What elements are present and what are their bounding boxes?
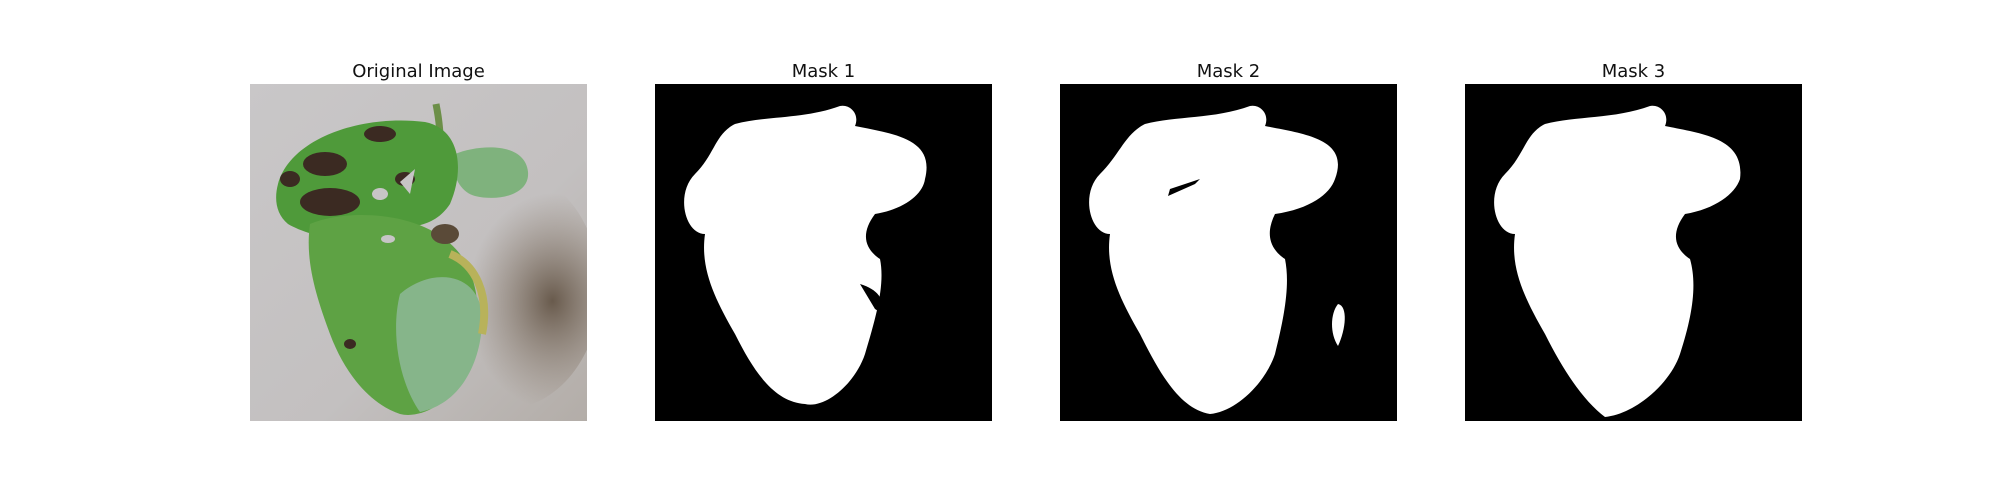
panel-title-original: Original Image [352,61,485,82]
mask-3 [1465,84,1802,421]
mask-1-image [655,84,992,421]
mask-1 [655,84,992,421]
mask-3-image [1465,84,1802,421]
original-image [250,84,587,421]
panel-title-mask-1: Mask 1 [791,61,856,82]
panel-original-image: Original Image [250,60,587,421]
mask-2-image [1060,84,1397,421]
leaf-photo [250,84,587,421]
panel-title-mask-2: Mask 2 [1196,61,1261,82]
panel-mask-1: Mask 1 [655,60,992,421]
panel-title-mask-3: Mask 3 [1601,61,1666,82]
mask-2 [1060,84,1397,421]
panel-mask-3: Mask 3 [1465,60,1802,421]
panel-mask-2: Mask 2 [1060,60,1397,421]
